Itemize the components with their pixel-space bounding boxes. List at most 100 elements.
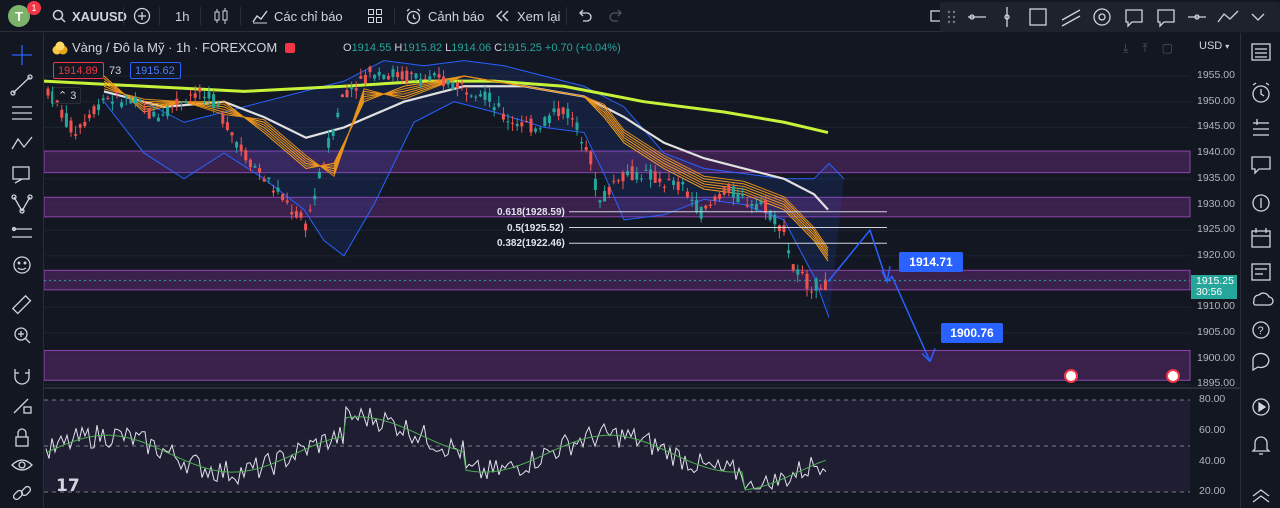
price-tick: 1920.00 [1197,248,1235,261]
candle-body [713,196,717,201]
candle-body [51,91,55,104]
candle-body [267,177,271,180]
candle-body [575,122,579,130]
maximize-icon[interactable]: ▢ [1161,41,1173,55]
candle-body [46,88,50,96]
high-label: H [394,42,403,54]
vertical-line-icon [1004,7,1010,27]
open-label: O [343,42,352,54]
undo-button[interactable] [577,4,593,28]
fib-level-0618: 0.618(1928.59) [497,207,565,218]
candle-body [777,225,781,231]
arrow-up-icon[interactable]: ⤒ [1142,41,1148,55]
candle-body [543,117,547,127]
divider [200,7,201,25]
candle-body [704,205,708,209]
chat-bubble-icon [1252,352,1270,372]
redo-button[interactable] [608,4,624,28]
candle-body [455,82,459,89]
candle-body [570,118,574,120]
candle-body [630,166,634,181]
ohlc-values: O1914.55 H1915.82 L1914.06 C1915.25 +0.7… [343,42,621,54]
candle-body [124,96,128,98]
close-label: C [494,42,503,54]
lock-drawing-icon [13,398,32,414]
price-tick: 1950.00 [1197,94,1235,107]
callout-icon [1125,9,1143,28]
buy-button[interactable]: 1915.62 [130,62,181,79]
candle-body [460,82,464,84]
fib-level-0382: 0.382(1922.46) [497,238,565,249]
candle-body [189,94,193,96]
candle-body [382,74,386,79]
sell-button[interactable]: 1914.89 [53,62,104,79]
alerts-label: Cảnh báo [428,8,485,24]
candle-body [368,66,372,73]
candle-body [340,94,344,98]
symbol-legend: Vàng / Đô la Mỹ · 1h · FOREXCOM [52,40,296,55]
candle-body [225,122,229,130]
link-icon [12,485,32,501]
candle-body [239,144,243,152]
candle-body [331,129,335,137]
candle-body [345,90,349,98]
drawing-toolbar [940,2,1280,32]
candle-body [667,179,671,181]
candle-body [695,200,699,213]
symbol-search[interactable]: XAUUSD [52,4,127,28]
indicators-button[interactable]: Các chỉ báo [252,4,343,28]
collapse-indicators-button[interactable]: ⌃ 3 [53,87,81,104]
candle-body [83,121,87,127]
templates-button[interactable] [367,4,383,28]
alarm-clock-icon [406,7,421,24]
candle-body [616,180,620,182]
ema-ribbon-line [103,75,829,249]
candle-body [497,103,501,107]
target-callout-2[interactable]: 1900.76 [941,323,1003,343]
candle-body [409,72,413,74]
user-avatar[interactable]: T [8,5,30,27]
target-callout-1[interactable]: 1914.71 [899,252,963,272]
candle-body [294,211,298,218]
economic-event-icon[interactable] [1064,369,1078,383]
candle-body [147,108,151,119]
candle-body [506,121,510,123]
price-chart[interactable] [44,33,1240,508]
arrow-down-icon[interactable]: ⤓ [1123,41,1129,55]
spread-value: 73 [105,62,129,79]
divider [240,7,241,25]
candle-body [304,223,308,231]
compare-button[interactable] [133,4,151,28]
replay-button[interactable]: Xem lại [495,4,560,28]
watchlist-icon [1251,43,1271,61]
candle-body [101,98,105,101]
candle-body [492,107,496,111]
indicator-count: 3 [70,89,77,102]
candle-body [313,195,317,200]
candle-body [276,187,280,192]
candles-icon [214,8,228,24]
economic-event-icon[interactable] [1166,369,1180,383]
pane-controls: ⤓ ⤒ ▢ [1123,41,1173,56]
alerts-button[interactable]: Cảnh báo [405,4,484,28]
candle-body [55,100,59,103]
candle-body [750,203,754,207]
left-toolbar-icons [10,45,33,501]
chart-type-button[interactable] [212,4,230,28]
candle-body [552,108,556,113]
candle-body [350,87,354,90]
right-sidebar-icons: ? [1251,43,1274,503]
divider [566,7,567,25]
cloud-icon [1252,292,1274,306]
candle-body [327,137,331,148]
rectangle-icon [1029,8,1047,26]
currency-selector[interactable]: USD ▾ [1199,40,1229,52]
price-tick: 1925.00 [1197,223,1235,236]
low-value: 1914.06 [451,42,492,54]
target-icon [1093,8,1111,26]
candle-body [598,200,602,203]
candle-body [184,101,188,104]
candle-body [64,113,68,127]
interval-button[interactable]: 1h [175,4,189,28]
parallel-channel-icon [1061,9,1081,27]
